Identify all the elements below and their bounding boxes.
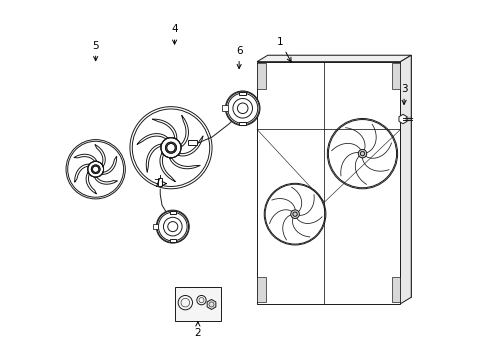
Bar — [169, 239, 176, 242]
Text: 4: 4 — [171, 24, 178, 44]
Polygon shape — [398, 114, 406, 124]
Bar — [239, 92, 245, 95]
Text: 1: 1 — [277, 37, 290, 62]
Circle shape — [290, 210, 299, 219]
Circle shape — [225, 91, 260, 126]
Bar — [153, 224, 158, 229]
Bar — [174, 287, 221, 321]
Bar — [257, 277, 265, 302]
Bar — [222, 105, 227, 111]
Polygon shape — [257, 55, 410, 62]
Bar — [239, 122, 245, 125]
Polygon shape — [178, 136, 203, 156]
Circle shape — [156, 210, 189, 243]
Circle shape — [88, 161, 103, 177]
Polygon shape — [95, 177, 117, 184]
Polygon shape — [181, 116, 188, 147]
Polygon shape — [146, 144, 161, 172]
Bar — [391, 63, 400, 89]
Polygon shape — [257, 62, 400, 304]
Bar — [169, 211, 176, 214]
Polygon shape — [137, 134, 167, 144]
Text: 7: 7 — [153, 179, 166, 189]
Circle shape — [358, 149, 366, 158]
Circle shape — [161, 138, 181, 158]
Polygon shape — [400, 55, 410, 304]
Polygon shape — [160, 153, 175, 181]
Polygon shape — [169, 158, 200, 169]
Polygon shape — [102, 156, 117, 174]
Text: 3: 3 — [400, 84, 407, 104]
Polygon shape — [152, 119, 176, 139]
Bar — [257, 63, 265, 89]
Polygon shape — [74, 154, 97, 161]
Text: 6: 6 — [235, 46, 242, 68]
Polygon shape — [187, 140, 197, 145]
Polygon shape — [207, 300, 215, 310]
Bar — [391, 277, 400, 302]
Polygon shape — [86, 172, 96, 194]
Text: 5: 5 — [92, 41, 99, 61]
Text: 2: 2 — [194, 322, 201, 338]
Polygon shape — [95, 145, 105, 166]
Polygon shape — [158, 178, 162, 186]
Polygon shape — [75, 164, 89, 182]
